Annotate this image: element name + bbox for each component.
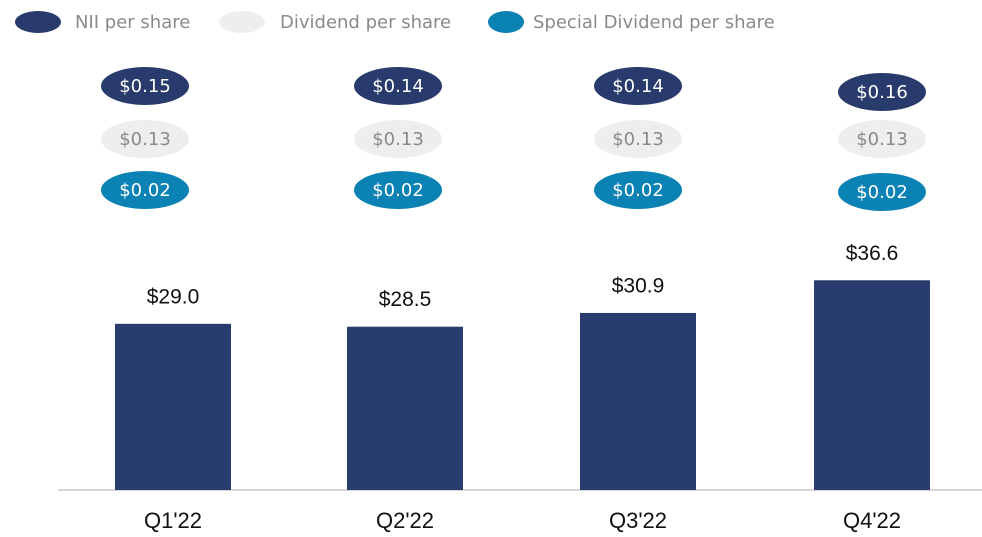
badge — [354, 120, 442, 158]
badge-label: $0.02 — [612, 180, 664, 201]
bar — [115, 323, 231, 490]
badge — [838, 173, 926, 211]
badge — [354, 171, 442, 209]
x-tick-label: Q1'22 — [144, 508, 202, 533]
badge-label: $0.13 — [372, 129, 424, 150]
badge — [594, 120, 682, 158]
badge-label: $0.13 — [119, 129, 171, 150]
badge — [838, 73, 926, 111]
badge — [594, 67, 682, 105]
badge — [594, 171, 682, 209]
badge-label: $0.02 — [119, 180, 171, 201]
badge — [838, 120, 926, 158]
x-tick-label: Q2'22 — [376, 508, 434, 533]
legend-label: Special Dividend per share — [533, 12, 775, 33]
badge-label: $0.14 — [612, 76, 664, 97]
badge-label: $0.14 — [372, 76, 424, 97]
badge — [101, 67, 189, 105]
badge — [101, 120, 189, 158]
legend-label: NII per share — [75, 12, 190, 33]
legend-swatch — [15, 11, 61, 33]
legend-label: Dividend per share — [280, 12, 451, 33]
bar-value-label: $30.9 — [612, 274, 665, 297]
badge — [101, 171, 189, 209]
badge-label: $0.13 — [856, 129, 908, 150]
legend-swatch — [488, 11, 524, 33]
x-tick-label: Q4'22 — [843, 508, 901, 533]
bar-value-label: $36.6 — [846, 242, 899, 265]
bar-value-label: $29.0 — [147, 285, 200, 308]
legend-swatch — [219, 11, 265, 33]
bar — [347, 326, 463, 490]
badge-label: $0.15 — [119, 76, 171, 97]
badge-label: $0.16 — [856, 82, 908, 103]
bar — [580, 312, 696, 490]
bar — [814, 280, 930, 490]
badge — [354, 67, 442, 105]
bar-value-label: $28.5 — [379, 288, 432, 311]
badge-label: $0.13 — [612, 129, 664, 150]
badge-label: $0.02 — [856, 182, 908, 203]
x-tick-label: Q3'22 — [609, 508, 667, 533]
badge-label: $0.02 — [372, 180, 424, 201]
